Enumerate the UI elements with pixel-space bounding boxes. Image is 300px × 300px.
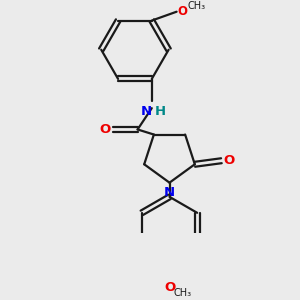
Text: O: O <box>178 5 188 18</box>
Text: O: O <box>100 123 111 136</box>
Text: CH₃: CH₃ <box>187 2 206 11</box>
Text: O: O <box>223 154 234 167</box>
Text: N: N <box>164 186 175 199</box>
Text: N: N <box>141 105 152 118</box>
Text: O: O <box>164 281 175 294</box>
Text: H: H <box>155 105 166 118</box>
Text: CH₃: CH₃ <box>174 289 192 298</box>
